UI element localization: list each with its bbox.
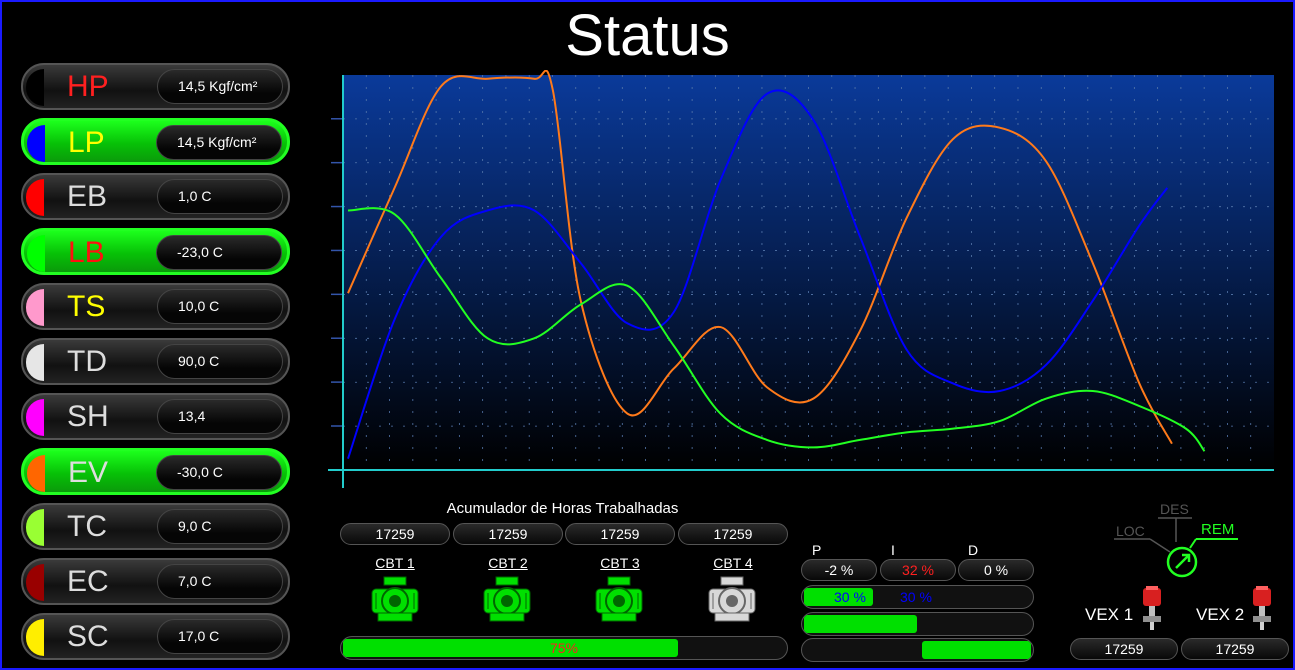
pid-d-value: 0 % [958,559,1034,581]
compressor-1-motor-icon[interactable] [370,575,420,623]
pid-p-value: -2 % [801,559,877,581]
sensor-color-indicator [27,125,45,162]
sensor-label: SH [67,395,109,438]
mode-loc-label: LOC [1116,523,1145,539]
sensor-row-lp[interactable]: LP 14,5 Kgf/cm² [21,118,290,165]
cbt1-label: CBT 1 [365,555,425,571]
sensor-value: 17,0 C [157,619,283,654]
sensor-label: HP [67,65,109,108]
sensor-color-indicator [27,235,45,272]
sensor-label: TS [67,285,105,328]
sensor-row-ev[interactable]: EV -30,0 C [21,448,290,495]
mode-selector[interactable]: LOC DES REM [1110,498,1250,584]
sensor-color-indicator [26,179,44,216]
sensor-label: TD [67,340,107,383]
mode-des-label: DES [1160,501,1189,517]
sensor-color-indicator [26,564,44,601]
sensor-label: EB [67,175,107,218]
pid-p-label: P [812,542,821,558]
sensor-color-indicator [27,455,45,492]
vex1-valve-icon[interactable] [1140,584,1164,632]
compressor-2-motor-icon[interactable] [482,575,532,623]
vex2-valve-icon[interactable] [1250,584,1274,632]
trend-chart [326,70,1276,490]
hours-value-cbt3: 17259 [565,523,675,545]
pid-bar-3 [801,638,1034,662]
sensor-value: -23,0 C [156,235,282,270]
sensor-color-indicator [26,289,44,326]
sensor-label: LB [68,231,105,274]
sensor-row-eb[interactable]: EB 1,0 C [21,173,290,220]
cbt4-label: CBT 4 [703,555,763,571]
sensor-row-ec[interactable]: EC 7,0 C [21,558,290,605]
sensor-row-sh[interactable]: SH 13,4 [21,393,290,440]
vex1-hours: 17259 [1070,638,1178,660]
chart-plot-area [343,75,1274,470]
sensor-row-sc[interactable]: SC 17,0 C [21,613,290,660]
sensor-value: -30,0 C [156,455,282,490]
sensor-value: 14,5 Kgf/cm² [157,69,283,104]
sensor-label: TC [67,505,107,548]
pid-i-label: I [891,542,895,558]
sensor-color-indicator [26,399,44,436]
cbt2-label: CBT 2 [478,555,538,571]
cbt3-label: CBT 3 [590,555,650,571]
pid-bar-2 [801,612,1034,636]
hours-title: Acumulador de Horas Trabalhadas [340,500,785,517]
sensor-value: 14,5 Kgf/cm² [156,125,282,160]
sensor-value: 9,0 C [157,509,283,544]
sensor-value: 10,0 C [157,289,283,324]
sensor-value: 7,0 C [157,564,283,599]
vex2-label: VEX 2 [1196,605,1244,625]
hours-value-cbt4: 17259 [678,523,788,545]
sensor-label: EV [68,451,108,494]
sensor-row-lb[interactable]: LB -23,0 C [21,228,290,275]
sensor-row-tc[interactable]: TC 9,0 C [21,503,290,550]
sensor-label: LP [68,121,105,164]
sensor-value: 90,0 C [157,344,283,379]
compressor-3-motor-icon[interactable] [594,575,644,623]
pid-output-bar: 30 % 30 % [801,585,1034,609]
sensor-value: 13,4 [157,399,283,434]
sensor-label: EC [67,560,109,603]
sensor-color-indicator [26,344,44,381]
pid-bar-2-fill [804,615,917,633]
sensor-label: SC [67,615,109,658]
sensor-row-ts[interactable]: TS 10,0 C [21,283,290,330]
page-title: Status [0,0,1295,72]
vex1-label: VEX 1 [1085,605,1133,625]
sensor-color-indicator [26,509,44,546]
hours-value-cbt1: 17259 [340,523,450,545]
pid-bar-3-fill [922,641,1031,659]
pid-i-value: 32 % [880,559,956,581]
capacity-progress-label: 75% [341,637,787,659]
sensor-color-indicator [26,619,44,656]
sensor-value: 1,0 C [157,179,283,214]
vex2-hours: 17259 [1181,638,1289,660]
sensor-row-td[interactable]: TD 90,0 C [21,338,290,385]
sensor-color-indicator [26,69,44,106]
hours-value-cbt2: 17259 [453,523,563,545]
mode-rem-label: REM [1201,521,1234,538]
pid-output-b: 30 % [802,586,1033,608]
sensor-row-hp[interactable]: HP 14,5 Kgf/cm² [21,63,290,110]
capacity-progress-bar: 75% [340,636,788,660]
compressor-4-motor-icon[interactable] [707,575,757,623]
pid-d-label: D [968,542,978,558]
